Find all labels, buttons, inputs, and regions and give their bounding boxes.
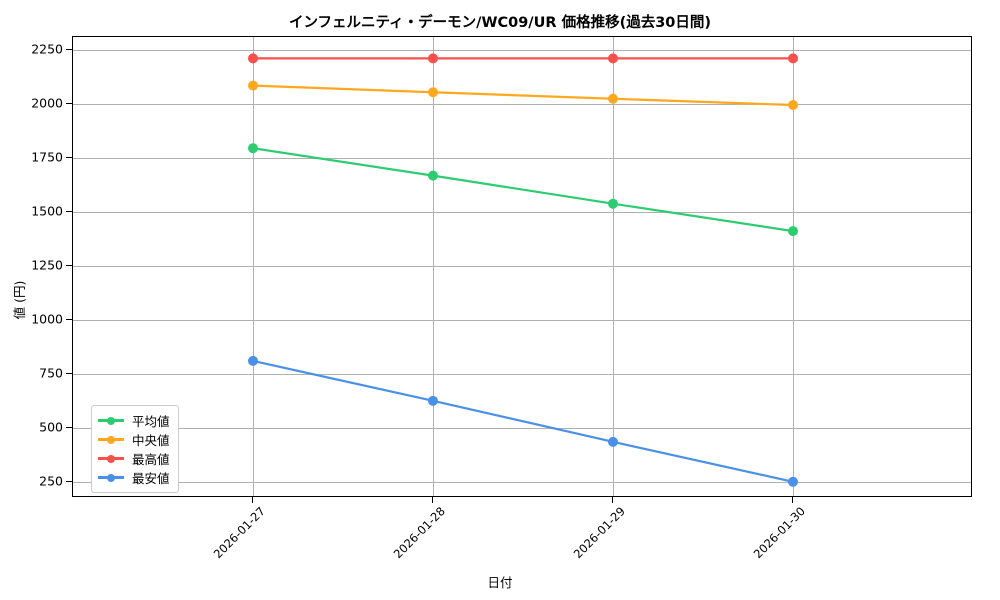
y-axis-tick-label: 1500 <box>31 203 63 219</box>
data-point-marker <box>428 170 438 181</box>
y-axis-tick-mark <box>66 480 72 482</box>
gridline-horizontal <box>73 265 971 267</box>
x-axis-tick-mark <box>432 497 433 503</box>
gridline-horizontal <box>73 211 971 213</box>
y-axis-tick-mark <box>66 102 72 104</box>
y-axis-tick-label: 2250 <box>31 41 63 57</box>
x-axis-tick-label: 2026-01-27 <box>210 503 268 562</box>
y-axis-tick-label: 1250 <box>31 257 63 273</box>
data-point-marker <box>428 395 438 406</box>
y-axis-tick-mark <box>66 426 72 428</box>
plot-area <box>72 36 972 497</box>
gridline-horizontal <box>73 427 971 429</box>
legend-swatch-icon <box>98 472 124 484</box>
legend-item[interactable]: 最高値 <box>98 449 170 468</box>
gridline-vertical <box>793 37 794 496</box>
y-axis-tick-labels: 250 500 750 1000 1250 1500 1750 2000 2250 <box>0 0 63 600</box>
series-plot <box>248 53 798 487</box>
y-axis-tick-label: 2000 <box>31 95 63 111</box>
legend-item-label: 最高値 <box>132 452 170 467</box>
x-axis-tick-mark <box>792 497 793 503</box>
series-line <box>251 359 795 483</box>
data-point-marker <box>788 100 798 111</box>
series-line <box>251 147 795 233</box>
data-point-marker <box>248 53 258 64</box>
legend-item-label: 中央値 <box>132 433 170 448</box>
data-point-marker <box>248 355 258 366</box>
legend-item[interactable]: 最安値 <box>98 468 170 487</box>
series-line <box>251 84 795 107</box>
x-axis-tick-mark <box>612 497 613 503</box>
legend-swatch-icon <box>98 434 124 446</box>
data-point-marker <box>608 198 618 209</box>
gridline-horizontal <box>73 49 971 51</box>
chart-title: インフェルニティ・デーモン/WC09/UR 価格推移(過去30日間) <box>288 15 712 31</box>
y-axis-tick-mark <box>66 264 72 266</box>
legend-swatch-icon <box>98 453 124 465</box>
y-axis-tick-label: 250 <box>39 473 63 489</box>
legend-swatch-icon <box>98 415 124 427</box>
legend-item-label: 最安値 <box>132 471 170 486</box>
data-point-marker <box>788 226 798 237</box>
data-point-marker <box>248 80 258 91</box>
data-point-marker <box>428 53 438 64</box>
gridline-horizontal <box>73 481 971 483</box>
data-point-marker <box>608 53 618 64</box>
gridline-horizontal <box>73 103 971 105</box>
legend-item-label: 平均値 <box>132 414 170 429</box>
gridline-vertical <box>253 37 254 496</box>
data-point-marker <box>428 87 438 98</box>
data-point-marker <box>788 53 798 64</box>
y-axis-tick-mark <box>66 210 72 212</box>
y-axis-tick-mark <box>66 372 72 374</box>
data-point-marker <box>608 436 618 447</box>
legend-item[interactable]: 平均値 <box>98 411 170 430</box>
x-axis-title: 日付 <box>487 575 513 590</box>
gridline-horizontal <box>73 157 971 159</box>
x-axis-tick-label: 2026-01-30 <box>750 503 808 562</box>
gridline-vertical <box>433 37 434 496</box>
x-axis-tick-mark <box>252 497 253 503</box>
gridline-vertical <box>613 37 614 496</box>
legend-item[interactable]: 中央値 <box>98 430 170 449</box>
y-axis-tick-label: 1750 <box>31 149 63 165</box>
y-axis-tick-label: 1000 <box>31 311 63 327</box>
y-axis-tick-mark <box>66 318 72 320</box>
y-axis-tick-label: 500 <box>39 419 63 435</box>
gridline-horizontal <box>73 373 971 375</box>
y-axis-tick-mark <box>66 48 72 50</box>
y-axis-tick-label: 750 <box>39 365 63 381</box>
x-axis-tick-label: 2026-01-28 <box>390 503 448 562</box>
data-point-marker <box>788 476 798 487</box>
chart-legend: 平均値中央値最高値最安値 <box>91 405 179 493</box>
gridline-horizontal <box>73 319 971 321</box>
data-point-marker <box>248 143 258 154</box>
x-axis-tick-label: 2026-01-29 <box>570 503 628 562</box>
y-axis-tick-mark <box>66 156 72 158</box>
data-point-marker <box>608 93 618 104</box>
